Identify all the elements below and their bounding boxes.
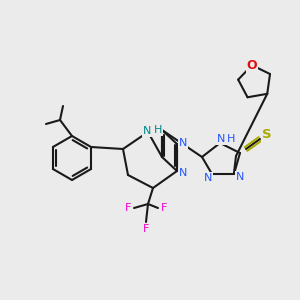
Text: O: O [247, 59, 257, 72]
Text: N: N [179, 168, 187, 178]
Text: S: S [262, 128, 272, 142]
Text: N: N [204, 173, 212, 183]
Text: H: H [154, 125, 162, 135]
Text: N: N [236, 172, 244, 182]
Text: F: F [161, 203, 167, 213]
Text: H: H [227, 134, 235, 144]
Text: F: F [143, 224, 149, 234]
Text: F: F [125, 203, 131, 213]
Text: N: N [143, 126, 151, 136]
Text: N: N [217, 134, 225, 144]
Text: N: N [179, 138, 187, 148]
